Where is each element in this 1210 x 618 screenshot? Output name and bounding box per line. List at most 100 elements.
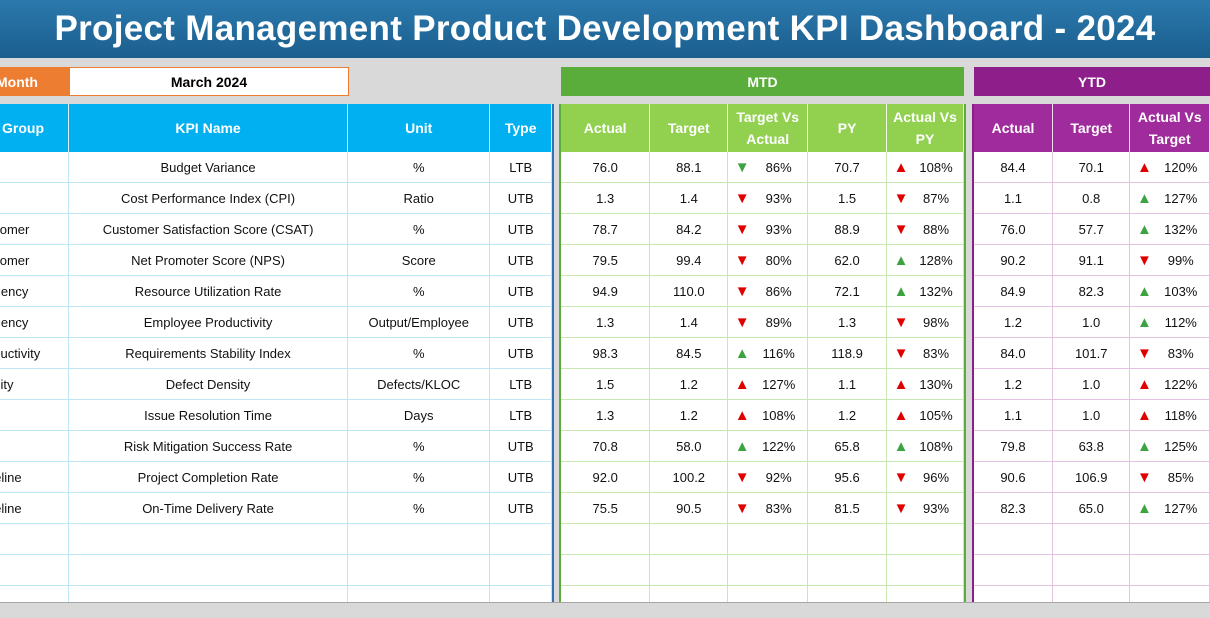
- ytd-target-cell[interactable]: 70.1: [1052, 152, 1131, 183]
- ytd-target-cell[interactable]: 101.7: [1052, 337, 1131, 369]
- mtd-col-actual-vs-py[interactable]: Actual Vs PY: [886, 104, 964, 152]
- kpi-name-cell[interactable]: Net Promoter Score (NPS): [68, 244, 349, 276]
- type-cell[interactable]: UTB: [489, 244, 552, 276]
- group-cell[interactable]: Customer: [0, 244, 70, 276]
- ytd-actual-vs-target-cell[interactable]: ▲ 103%: [1129, 275, 1210, 307]
- empty-cell[interactable]: [1052, 554, 1131, 586]
- type-cell[interactable]: UTB: [489, 430, 552, 462]
- empty-cell[interactable]: [649, 554, 729, 586]
- mtd-actual-cell[interactable]: 76.0: [561, 152, 651, 183]
- group-cell[interactable]: Quality: [0, 368, 70, 400]
- mtd-actual-cell[interactable]: 1.3: [561, 306, 651, 338]
- empty-cell[interactable]: [974, 554, 1053, 586]
- unit-cell[interactable]: %: [347, 461, 491, 493]
- group-cell[interactable]: Efficiency: [0, 275, 70, 307]
- mtd-target-cell[interactable]: 58.0: [649, 430, 729, 462]
- empty-cell[interactable]: [974, 585, 1053, 602]
- empty-cell[interactable]: [68, 554, 349, 586]
- mtd-target-cell[interactable]: 100.2: [649, 461, 729, 493]
- mtd-actual-cell[interactable]: 94.9: [561, 275, 651, 307]
- mtd-col-target[interactable]: Target: [649, 104, 729, 152]
- empty-cell[interactable]: [886, 585, 964, 602]
- empty-cell[interactable]: [489, 585, 552, 602]
- ytd-actual-vs-target-cell[interactable]: ▲ 118%: [1129, 399, 1210, 431]
- ytd-actual-cell[interactable]: 1.1: [974, 182, 1053, 214]
- group-cell[interactable]: Efficiency: [0, 306, 70, 338]
- ytd-actual-cell[interactable]: 90.2: [974, 244, 1053, 276]
- mtd-actual-vs-py-cell[interactable]: ▲ 108%: [886, 430, 964, 462]
- kpi-name-cell[interactable]: Defect Density: [68, 368, 349, 400]
- mtd-target-vs-actual-cell[interactable]: ▼ 89%: [727, 306, 809, 338]
- empty-cell[interactable]: [347, 554, 491, 586]
- mtd-actual-cell[interactable]: 92.0: [561, 461, 651, 493]
- unit-cell[interactable]: Score: [347, 244, 491, 276]
- mtd-target-cell[interactable]: 1.2: [649, 368, 729, 400]
- ytd-actual-cell[interactable]: 90.6: [974, 461, 1053, 493]
- ytd-actual-cell[interactable]: 82.3: [974, 492, 1053, 524]
- mtd-actual-vs-py-cell[interactable]: ▲ 105%: [886, 399, 964, 431]
- type-cell[interactable]: UTB: [489, 182, 552, 214]
- mtd-target-vs-actual-cell[interactable]: ▲ 116%: [727, 337, 809, 369]
- empty-cell[interactable]: [561, 554, 651, 586]
- kpi-name-cell[interactable]: Resource Utilization Rate: [68, 275, 349, 307]
- empty-cell[interactable]: [807, 554, 887, 586]
- ytd-col-actual[interactable]: Actual: [974, 104, 1053, 152]
- mtd-py-cell[interactable]: 95.6: [807, 461, 887, 493]
- kpi-name-cell[interactable]: Cost Performance Index (CPI): [68, 182, 349, 214]
- empty-cell[interactable]: [1129, 585, 1210, 602]
- ytd-target-cell[interactable]: 63.8: [1052, 430, 1131, 462]
- col-header-kpi-name[interactable]: KPI Name: [68, 104, 349, 152]
- ytd-actual-vs-target-cell[interactable]: ▲ 112%: [1129, 306, 1210, 338]
- empty-cell[interactable]: [489, 523, 552, 555]
- col-header-group[interactable]: Group: [0, 104, 70, 152]
- mtd-py-cell[interactable]: 118.9: [807, 337, 887, 369]
- empty-cell[interactable]: [807, 585, 887, 602]
- ytd-actual-vs-target-cell[interactable]: ▼ 99%: [1129, 244, 1210, 276]
- ytd-actual-vs-target-cell[interactable]: ▲ 127%: [1129, 492, 1210, 524]
- empty-cell[interactable]: [0, 554, 70, 586]
- ytd-actual-cell[interactable]: 76.0: [974, 213, 1053, 245]
- mtd-target-cell[interactable]: 84.2: [649, 213, 729, 245]
- kpi-name-cell[interactable]: Budget Variance: [68, 152, 349, 183]
- unit-cell[interactable]: %: [347, 430, 491, 462]
- mtd-target-cell[interactable]: 1.2: [649, 399, 729, 431]
- type-cell[interactable]: LTB: [489, 152, 552, 183]
- ytd-col-actual-vs-target[interactable]: Actual Vs Target: [1129, 104, 1210, 152]
- mtd-target-vs-actual-cell[interactable]: ▼ 93%: [727, 213, 809, 245]
- unit-cell[interactable]: Ratio: [347, 182, 491, 214]
- empty-cell[interactable]: [0, 585, 70, 602]
- unit-cell[interactable]: %: [347, 492, 491, 524]
- ytd-target-cell[interactable]: 91.1: [1052, 244, 1131, 276]
- empty-cell[interactable]: [489, 554, 552, 586]
- group-cell[interactable]: Risk: [0, 430, 70, 462]
- kpi-name-cell[interactable]: Issue Resolution Time: [68, 399, 349, 431]
- mtd-py-cell[interactable]: 1.5: [807, 182, 887, 214]
- kpi-name-cell[interactable]: On-Time Delivery Rate: [68, 492, 349, 524]
- ytd-actual-cell[interactable]: 1.1: [974, 399, 1053, 431]
- mtd-target-cell[interactable]: 1.4: [649, 182, 729, 214]
- mtd-actual-cell[interactable]: 1.5: [561, 368, 651, 400]
- ytd-actual-vs-target-cell[interactable]: ▲ 125%: [1129, 430, 1210, 462]
- kpi-name-cell[interactable]: Project Completion Rate: [68, 461, 349, 493]
- mtd-col-actual[interactable]: Actual: [561, 104, 651, 152]
- empty-cell[interactable]: [974, 523, 1053, 555]
- unit-cell[interactable]: Days: [347, 399, 491, 431]
- kpi-name-cell[interactable]: Employee Productivity: [68, 306, 349, 338]
- mtd-actual-vs-py-cell[interactable]: ▼ 93%: [886, 492, 964, 524]
- ytd-target-cell[interactable]: 1.0: [1052, 306, 1131, 338]
- empty-cell[interactable]: [68, 523, 349, 555]
- type-cell[interactable]: UTB: [489, 306, 552, 338]
- ytd-target-cell[interactable]: 106.9: [1052, 461, 1131, 493]
- ytd-actual-cell[interactable]: 79.8: [974, 430, 1053, 462]
- mtd-target-vs-actual-cell[interactable]: ▼ 93%: [727, 182, 809, 214]
- empty-cell[interactable]: [807, 523, 887, 555]
- mtd-actual-vs-py-cell[interactable]: ▼ 98%: [886, 306, 964, 338]
- mtd-actual-cell[interactable]: 78.7: [561, 213, 651, 245]
- ytd-actual-vs-target-cell[interactable]: ▲ 120%: [1129, 152, 1210, 183]
- ytd-actual-vs-target-cell[interactable]: ▲ 127%: [1129, 182, 1210, 214]
- mtd-actual-cell[interactable]: 79.5: [561, 244, 651, 276]
- empty-cell[interactable]: [649, 523, 729, 555]
- ytd-target-cell[interactable]: 82.3: [1052, 275, 1131, 307]
- ytd-col-target[interactable]: Target: [1052, 104, 1131, 152]
- empty-cell[interactable]: [561, 523, 651, 555]
